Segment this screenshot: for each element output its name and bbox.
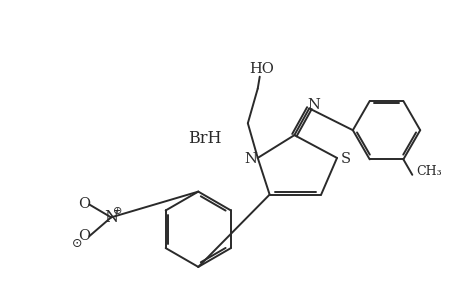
Text: HO: HO <box>249 62 274 76</box>
Text: ⊙: ⊙ <box>72 237 83 250</box>
Text: ⊕: ⊕ <box>113 206 123 216</box>
Text: O: O <box>78 229 90 243</box>
Text: O: O <box>78 197 90 212</box>
Text: CH₃: CH₃ <box>415 165 441 178</box>
Text: S: S <box>340 152 350 166</box>
Text: N: N <box>104 209 118 226</box>
Text: N: N <box>244 152 257 166</box>
Text: BrH: BrH <box>188 130 222 147</box>
Text: N: N <box>307 98 320 112</box>
